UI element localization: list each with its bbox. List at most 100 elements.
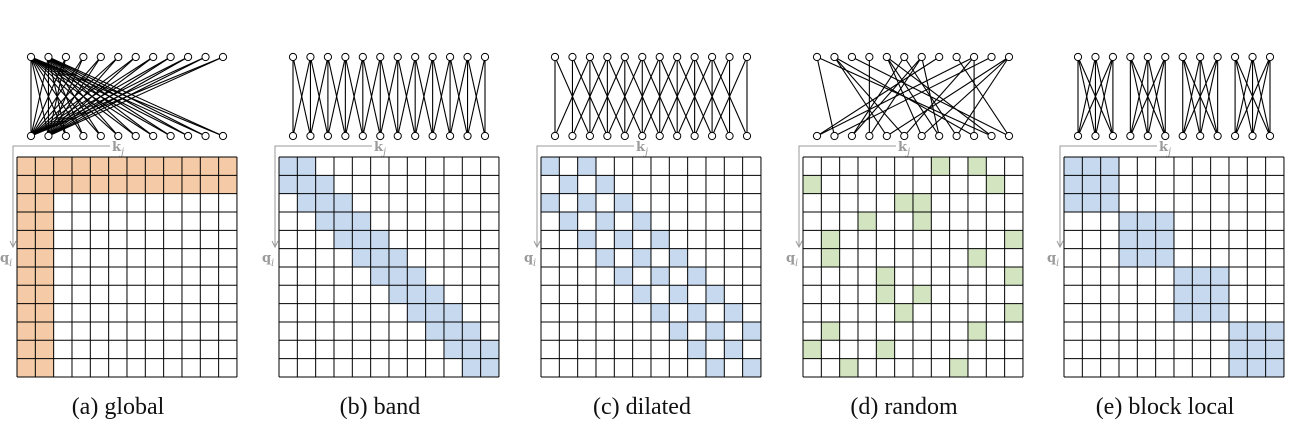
- key-axis-label: k: [374, 140, 384, 155]
- query-node: [655, 131, 664, 141]
- key-axis-subscript: j: [1166, 147, 1171, 158]
- attention-cell: [443, 321, 463, 341]
- query-node: [306, 131, 315, 141]
- key-node: [358, 52, 367, 62]
- attention-cell: [35, 175, 54, 194]
- query-node: [847, 131, 857, 141]
- matrix-cells-dilated: [541, 157, 761, 377]
- attention-edge: [711, 56, 748, 137]
- attention-edge: [344, 56, 364, 137]
- attention-cell: [17, 340, 36, 359]
- query-node: [1108, 131, 1118, 141]
- query-node: [830, 131, 839, 141]
- attention-cell: [1173, 266, 1193, 286]
- attention-edge: [833, 56, 888, 137]
- query-axis-label: q: [524, 251, 533, 266]
- query-node: [1178, 131, 1187, 141]
- attention-cell: [35, 285, 54, 304]
- attention-cell: [352, 230, 371, 249]
- query-node: [1248, 131, 1257, 141]
- key-axis-label: k: [898, 140, 908, 155]
- key-axis-subscript: j: [643, 147, 648, 158]
- attention-cell: [17, 193, 36, 212]
- attention-cell: [218, 175, 237, 194]
- attention-cell: [876, 285, 895, 304]
- attention-edge: [47, 56, 84, 137]
- query-node: [1161, 131, 1170, 141]
- key-node: [131, 52, 140, 62]
- key-node: [1196, 52, 1205, 62]
- attention-cell: [724, 303, 743, 322]
- attention-cell: [1118, 211, 1138, 231]
- attention-cell: [352, 248, 371, 267]
- key-node: [1108, 52, 1118, 62]
- query-node: [1004, 131, 1014, 141]
- graph-edges-band: [292, 56, 486, 137]
- matrix-cells-global: [17, 157, 237, 377]
- attention-cell: [687, 303, 706, 322]
- key-axis-label: k: [112, 140, 122, 155]
- key-node: [1230, 52, 1240, 62]
- key-node: [149, 52, 158, 62]
- attention-cell: [1192, 303, 1211, 322]
- matrix-grid-random: [802, 156, 1024, 378]
- attention-edge: [327, 56, 346, 137]
- attention-cell: [297, 157, 316, 176]
- attention-cell: [1210, 303, 1229, 322]
- graph-edges-dilated: [554, 56, 748, 137]
- attention-edge: [1199, 56, 1219, 137]
- attention-cell: [35, 303, 54, 322]
- query-axis-subscript: i: [795, 258, 798, 269]
- query-node: [44, 131, 53, 141]
- key-node: [1248, 52, 1257, 62]
- attention-cell: [876, 266, 895, 286]
- attention-cell: [1210, 285, 1229, 304]
- key-node: [638, 52, 647, 62]
- attention-cell: [200, 175, 219, 194]
- key-node: [900, 52, 909, 62]
- attention-cell: [17, 248, 36, 267]
- key-node: [323, 52, 333, 62]
- attention-cell: [967, 157, 987, 176]
- query-node: [900, 131, 909, 141]
- key-node: [1143, 52, 1152, 62]
- query-node: [603, 131, 612, 141]
- query-node: [1143, 131, 1152, 141]
- attention-cell: [687, 340, 706, 359]
- axis-arrow-line: [12, 145, 110, 246]
- matrix-cells-block-local: [1064, 157, 1284, 377]
- key-node: [690, 52, 699, 62]
- attention-edge: [659, 56, 696, 137]
- attention-cell: [669, 248, 688, 267]
- key-node: [79, 52, 88, 62]
- axis-arrowhead: [9, 240, 17, 249]
- attention-cell: [559, 211, 578, 231]
- attention-cell: [315, 193, 334, 212]
- attention-cell: [1247, 340, 1266, 359]
- query-axis-subscript: i: [533, 258, 536, 269]
- attention-cell: [595, 175, 615, 194]
- attention-edge: [48, 56, 189, 137]
- attention-edge: [47, 56, 67, 137]
- query-node: [96, 131, 105, 141]
- panel-dilated: k j q i: [524, 52, 762, 378]
- query-node: [1073, 131, 1083, 141]
- attention-cell: [1137, 211, 1156, 231]
- key-node: [585, 52, 595, 62]
- attention-cell: [71, 175, 91, 194]
- query-node: [987, 131, 996, 141]
- query-node: [79, 131, 88, 141]
- key-node: [288, 52, 298, 62]
- attention-cell: [17, 175, 36, 194]
- attention-cell: [1064, 157, 1083, 176]
- attention-cell: [912, 285, 932, 304]
- attention-cell: [35, 193, 54, 212]
- attention-edge: [397, 56, 416, 137]
- attention-cell: [1192, 285, 1211, 304]
- attention-cell: [53, 157, 72, 176]
- query-node: [1196, 131, 1205, 141]
- key-node: [707, 52, 717, 62]
- query-node: [341, 131, 350, 141]
- attention-edge: [816, 56, 992, 137]
- query-node: [585, 131, 595, 141]
